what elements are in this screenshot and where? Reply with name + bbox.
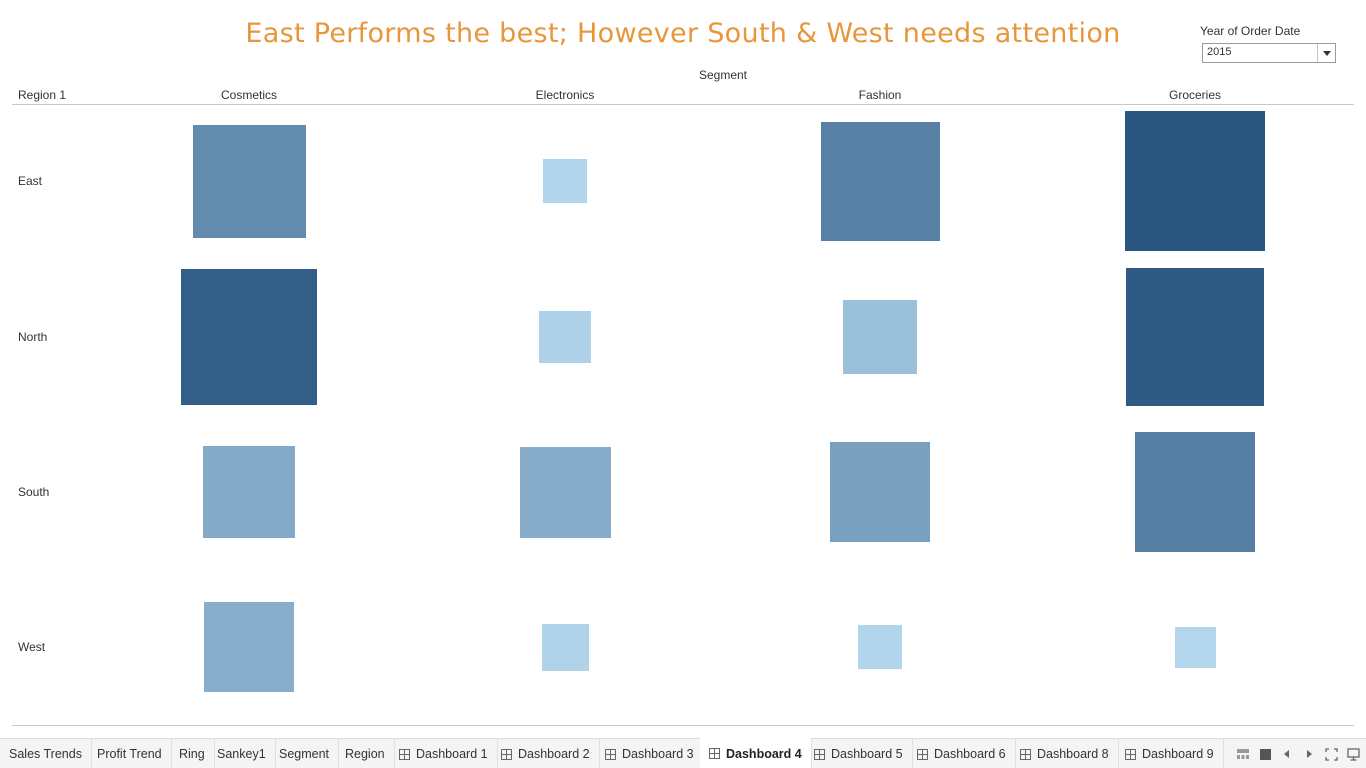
show-filmstrip-icon[interactable] <box>1233 739 1253 768</box>
sheet-tab-dashboard-2[interactable]: Dashboard 2 <box>492 739 600 768</box>
dashboard-icon <box>501 748 512 760</box>
year-filter-value: 2015 <box>1207 46 1232 58</box>
heatmap-cell-north-cosmetics[interactable] <box>181 269 317 405</box>
sheet-tab-label: Profit Trend <box>97 747 162 761</box>
chevron-down-icon[interactable] <box>1317 44 1335 62</box>
sheet-tab-dashboard-5[interactable]: Dashboard 5 <box>805 739 913 768</box>
dashboard-icon <box>917 748 928 760</box>
dashboard-icon <box>814 748 825 760</box>
sheet-tab-dashboard-3[interactable]: Dashboard 3 <box>596 739 704 768</box>
sheet-tab-dashboard-4[interactable]: Dashboard 4 <box>700 738 812 768</box>
heatmap-cell-east-electronics[interactable] <box>543 159 587 203</box>
heatmap-cell-west-cosmetics[interactable] <box>204 602 294 692</box>
dashboard-icon <box>1020 748 1031 760</box>
column-header-cosmetics: Cosmetics <box>220 88 278 102</box>
sheet-tab-label: Ring <box>179 747 205 761</box>
sheet-tab-label: Dashboard 3 <box>622 747 694 761</box>
column-header-fashion: Fashion <box>858 88 902 102</box>
sheet-tab-region[interactable]: Region <box>336 739 395 768</box>
row-label-south: South <box>18 485 50 499</box>
heatmap-cell-east-fashion[interactable] <box>821 122 940 241</box>
sheet-tab-label: Segment <box>279 747 330 761</box>
column-dimension-header: Segment <box>698 68 748 82</box>
sheet-tab-dashboard-1[interactable]: Dashboard 1 <box>390 739 498 768</box>
sheet-tab-ring[interactable]: Ring <box>170 739 215 768</box>
heatmap-cell-west-groceries[interactable] <box>1175 627 1216 668</box>
sheet-tab-sales-trends[interactable]: Sales Trends <box>0 739 92 768</box>
sheet-tab-label: Dashboard 4 <box>726 746 802 761</box>
dashboard-icon <box>1125 748 1136 760</box>
heatmap-cell-north-electronics[interactable] <box>539 311 591 363</box>
next-sheet-icon[interactable] <box>1299 739 1319 768</box>
heatmap-cell-north-fashion[interactable] <box>843 300 917 374</box>
sheet-tab-label: Sankey1 <box>217 747 266 761</box>
year-filter-label: Year of Order Date <box>1200 24 1301 38</box>
sheet-tab-label: Dashboard 5 <box>831 747 903 761</box>
sheet-tab-bar: Sales Trends Profit Trend Ring Sankey1 Segme… <box>0 738 1366 768</box>
sheet-tab-label: Dashboard 6 <box>934 747 1006 761</box>
heatmap-cell-south-electronics[interactable] <box>520 447 611 538</box>
sheet-tab-label: Dashboard 1 <box>416 747 488 761</box>
sheet-tab-label: Dashboard 8 <box>1037 747 1109 761</box>
row-label-north: North <box>18 330 48 344</box>
sheet-tab-profit-trend[interactable]: Profit Trend <box>88 739 172 768</box>
heatmap-cell-north-groceries[interactable] <box>1126 268 1264 406</box>
dashboard-icon <box>399 748 410 760</box>
row-label-west: West <box>18 640 46 654</box>
sheet-tab-label: Region <box>345 747 385 761</box>
heatmap-cell-west-electronics[interactable] <box>542 624 589 671</box>
presentation-mode-icon[interactable] <box>1343 739 1363 768</box>
row-dimension-header: Region 1 <box>18 88 67 102</box>
dashboard-title: East Performs the best; However South & … <box>245 18 1121 49</box>
sheet-tab-label: Dashboard 2 <box>518 747 590 761</box>
sheet-tab-sankey1[interactable]: Sankey1 <box>208 739 276 768</box>
sheet-tab-dashboard-8[interactable]: Dashboard 8 <box>1011 739 1119 768</box>
sheet-tab-label: Sales Trends <box>9 747 82 761</box>
sheet-tab-dashboard-9[interactable]: Dashboard 9 <box>1116 739 1224 768</box>
heatmap-cell-west-fashion[interactable] <box>858 625 902 669</box>
heatmap-cell-east-cosmetics[interactable] <box>193 125 306 238</box>
sheet-tab-label: Dashboard 9 <box>1142 747 1214 761</box>
dashboard-icon <box>709 748 720 759</box>
year-filter-dropdown[interactable]: 2015 <box>1202 43 1336 63</box>
heatmap-cell-south-groceries[interactable] <box>1135 432 1255 552</box>
fit-screen-icon[interactable] <box>1321 739 1341 768</box>
sheet-tab-segment[interactable]: Segment <box>270 739 340 768</box>
sheet-tab-dashboard-6[interactable]: Dashboard 6 <box>908 739 1016 768</box>
heatmap-cell-south-cosmetics[interactable] <box>203 446 295 538</box>
previous-sheet-icon[interactable] <box>1277 739 1297 768</box>
footer-divider <box>12 725 1354 726</box>
column-header-groceries: Groceries <box>1168 88 1222 102</box>
column-header-electronics: Electronics <box>535 88 595 102</box>
row-label-east: East <box>18 174 43 188</box>
show-tabs-icon[interactable] <box>1255 739 1275 768</box>
dashboard-icon <box>605 748 616 760</box>
heatmap-cell-east-groceries[interactable] <box>1125 111 1265 251</box>
heatmap-cell-south-fashion[interactable] <box>830 442 930 542</box>
header-divider <box>12 104 1354 105</box>
